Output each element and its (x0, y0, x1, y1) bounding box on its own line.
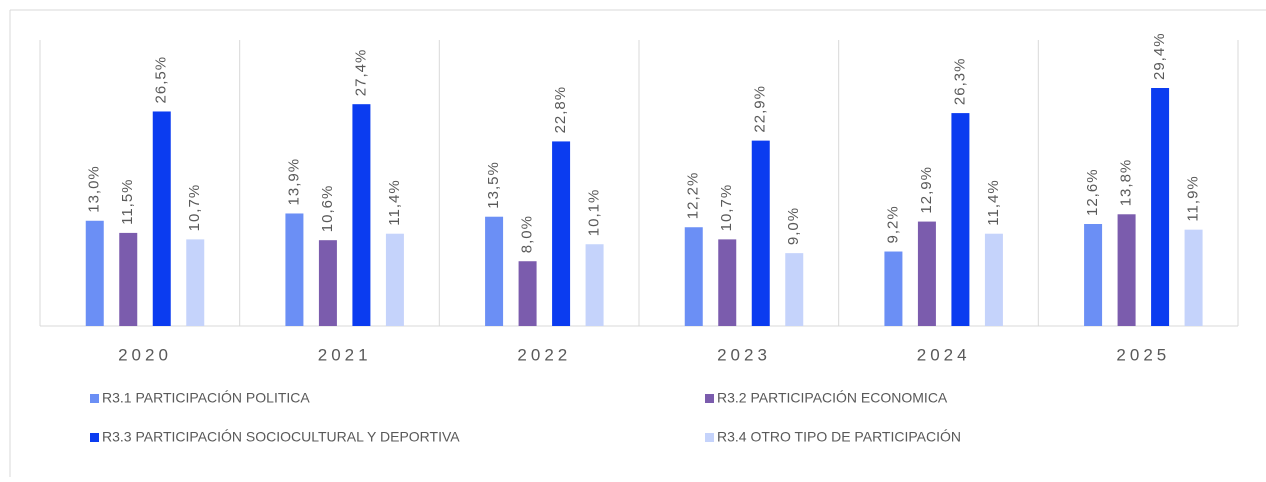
bar (285, 213, 304, 326)
bar (485, 216, 504, 326)
data-label: 12,2% (685, 172, 702, 220)
x-tick-label: 2020 (118, 345, 172, 364)
bar (884, 251, 903, 326)
bar (718, 239, 737, 326)
bar (518, 261, 537, 326)
data-label: 11,4% (386, 179, 403, 225)
data-label: 10,1% (586, 189, 603, 237)
x-tick-label: 2021 (318, 345, 372, 364)
bar (152, 111, 171, 326)
bar (1184, 229, 1203, 326)
data-label: 13,5% (485, 161, 502, 209)
bar (385, 233, 404, 326)
bar (684, 227, 703, 326)
legend-label: R3.1 PARTICIPACIÓN POLITICA (102, 390, 310, 406)
data-label: 10,7% (186, 184, 203, 232)
bar (552, 141, 571, 326)
data-label: 9,2% (884, 205, 901, 243)
data-label: 8,0% (519, 215, 536, 253)
legend-swatch (90, 433, 99, 442)
bar (119, 232, 138, 326)
data-label: 26,5% (153, 56, 170, 104)
data-label: 22,9% (752, 85, 769, 133)
bar (1084, 224, 1103, 326)
x-tick-label: 2022 (517, 345, 571, 364)
data-label: 13,9% (285, 158, 302, 206)
data-label: 11,9% (1185, 175, 1202, 221)
bar (984, 233, 1003, 326)
bar (186, 239, 205, 326)
bar (751, 140, 770, 326)
data-label: 9,0% (785, 207, 802, 245)
data-label: 26,3% (951, 58, 968, 106)
data-label: 11,4% (985, 179, 1002, 225)
data-label: 11,5% (119, 178, 136, 224)
bar (917, 221, 936, 326)
bar (1117, 214, 1136, 326)
data-label: 12,9% (918, 166, 935, 214)
bar (585, 244, 604, 326)
data-label: 13,8% (1118, 159, 1135, 207)
bar (785, 253, 804, 326)
legend-label: R3.3 PARTICIPACIÓN SOCIOCULTURAL Y DEPOR… (102, 429, 460, 445)
bar (352, 104, 371, 326)
data-label: 10,7% (718, 184, 735, 232)
x-tick-label: 2024 (917, 345, 971, 364)
data-label: 12,6% (1084, 168, 1101, 216)
legend-label: R3.2 PARTICIPACIÓN ECONOMICA (717, 390, 948, 406)
legend-label: R3.4 OTRO TIPO DE PARTICIPACIÓN (717, 429, 961, 445)
bar (1151, 88, 1170, 326)
legend-swatch (90, 394, 99, 403)
legend-swatch (705, 433, 714, 442)
x-tick-label: 2023 (717, 345, 771, 364)
bar (318, 240, 337, 326)
data-label: 22,8% (552, 86, 569, 134)
legend-swatch (705, 394, 714, 403)
x-tick-label: 2025 (1116, 345, 1170, 364)
bar (951, 113, 970, 326)
bar (85, 220, 104, 326)
data-label: 10,6% (319, 185, 336, 233)
data-label: 29,4% (1151, 32, 1168, 80)
data-label: 27,4% (352, 49, 369, 97)
data-label: 13,0% (86, 165, 103, 213)
